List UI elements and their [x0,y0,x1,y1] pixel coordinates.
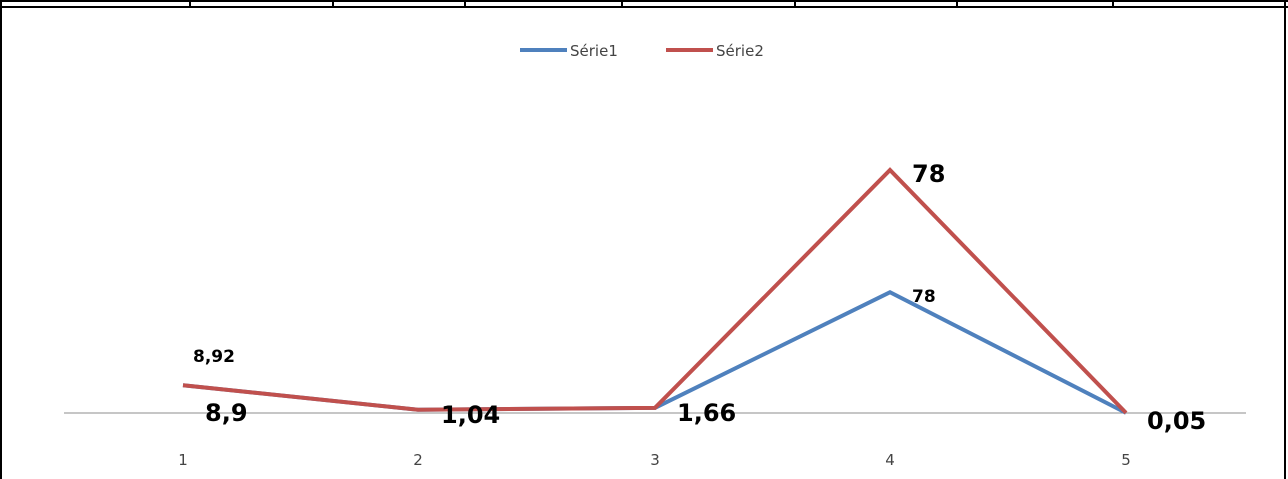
legend-label-serie1: Série1 [570,42,618,60]
series-line-2 [182,167,1128,415]
legend: Série1 Série2 [520,42,764,60]
x-tick-label: 4 [885,451,895,469]
x-tick-label: 5 [1121,451,1131,469]
series-line-1 [182,289,1127,415]
x-axis-ticks: 1 2 3 4 5 [178,451,1131,469]
x-tick-label: 1 [178,451,188,469]
x-tick-label: 2 [413,451,423,469]
data-label-series-2: 8,92 [193,347,235,367]
data-label-series-1: 1,04 [441,401,500,429]
data-label-series-1: 78 [912,287,936,307]
x-tick-label: 3 [650,451,660,469]
legend-label-serie2: Série2 [716,42,764,60]
data-label-series-2: 78 [912,160,945,188]
series-layer [182,167,1128,415]
data-label-series-1: 0,05 [1147,407,1206,435]
data-label-series-1: 1,66 [677,399,736,427]
data-labels: 8,9 1,04 1,66 78 0,05 8,92 78 [193,160,1206,435]
data-label-series-1: 8,9 [205,399,248,427]
